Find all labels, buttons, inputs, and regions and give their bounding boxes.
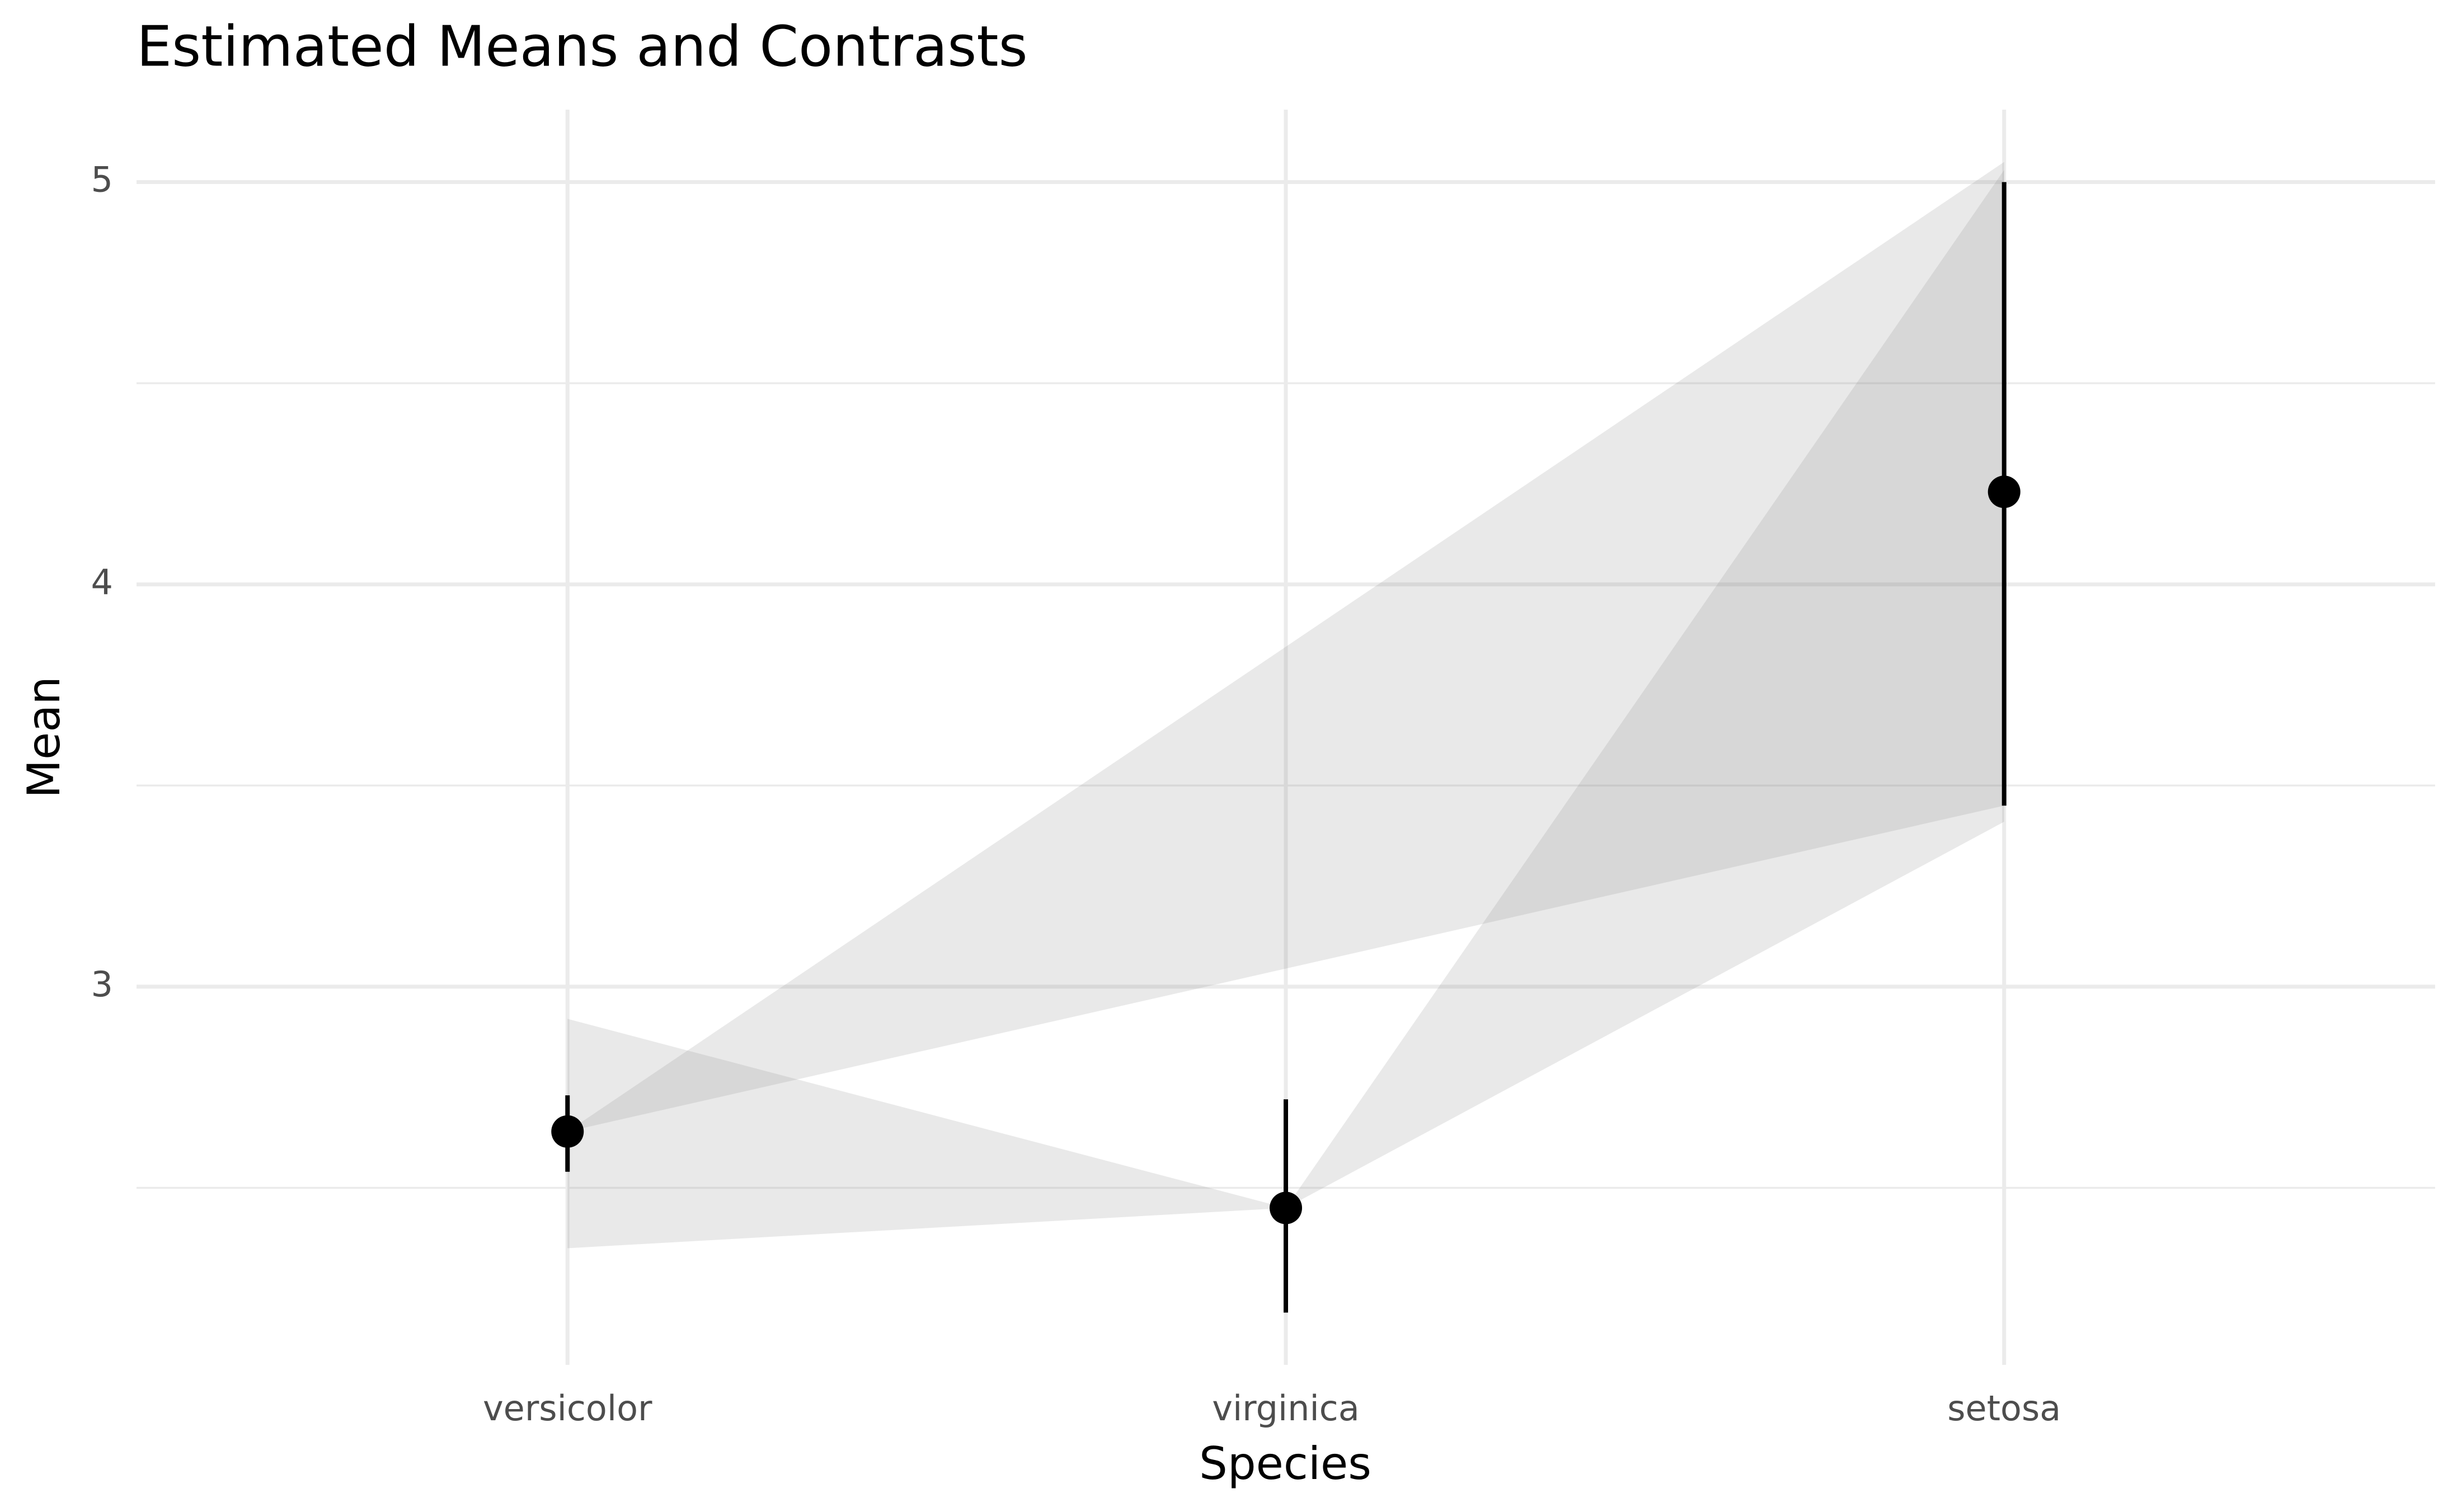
point [551, 1115, 584, 1148]
contrast-band [567, 162, 2004, 1132]
x-tick-label: versicolor [483, 1388, 652, 1429]
point [1987, 475, 2021, 508]
x-tick-label: setosa [1947, 1388, 2061, 1429]
x-axis-title: Species [1199, 1438, 1371, 1490]
contrast-band [567, 1019, 1286, 1249]
point [1270, 1191, 1302, 1224]
y-tick-label: 5 [91, 159, 113, 200]
y-tick-label: 4 [91, 562, 113, 602]
contrast-band [1286, 169, 2004, 1208]
chart-title: Estimated Means and Contrasts [137, 13, 1028, 79]
y-axis-title: Mean [18, 676, 70, 798]
x-tick-label: virginica [1212, 1388, 1360, 1429]
y-tick-label: 3 [91, 964, 113, 1005]
